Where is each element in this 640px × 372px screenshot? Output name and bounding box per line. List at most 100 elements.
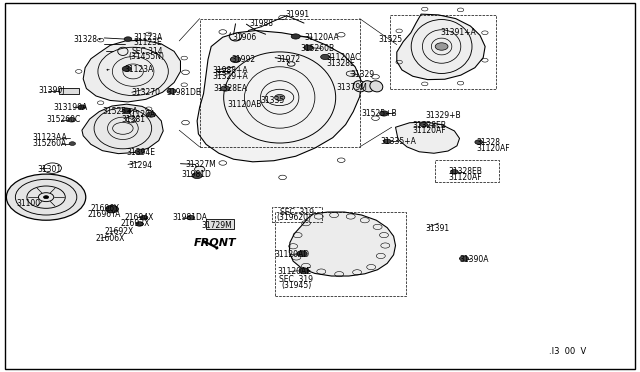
- Text: 31329+B: 31329+B: [426, 111, 461, 120]
- Ellipse shape: [362, 81, 374, 92]
- Text: 21696YA: 21696YA: [87, 210, 120, 219]
- Text: 31390A: 31390A: [460, 255, 489, 264]
- Circle shape: [122, 66, 131, 71]
- Text: 31328E: 31328E: [326, 59, 355, 68]
- Text: 31981DA: 31981DA: [173, 213, 208, 222]
- Text: (31945): (31945): [282, 281, 312, 290]
- Text: 31120AF: 31120AF: [413, 126, 447, 135]
- Text: SEC. 319: SEC. 319: [279, 275, 313, 284]
- Circle shape: [304, 45, 313, 50]
- Ellipse shape: [353, 81, 366, 92]
- Circle shape: [475, 140, 483, 144]
- Circle shape: [140, 215, 148, 220]
- Text: 31525+B: 31525+B: [362, 109, 397, 118]
- Bar: [435, 160, 499, 182]
- Text: SEC. 319: SEC. 319: [280, 208, 314, 217]
- Circle shape: [6, 174, 86, 220]
- Text: 31394E: 31394E: [126, 148, 155, 157]
- Text: 21696Y: 21696Y: [91, 204, 120, 213]
- Circle shape: [69, 142, 76, 145]
- Text: 31981D: 31981D: [181, 170, 211, 179]
- Text: 31906: 31906: [232, 33, 257, 42]
- Bar: [59, 88, 79, 94]
- Text: SEC.314: SEC.314: [131, 47, 163, 56]
- Text: 31328: 31328: [477, 138, 501, 147]
- Text: 21694X: 21694X: [125, 213, 154, 222]
- Text: 31123AA: 31123AA: [32, 133, 67, 142]
- Circle shape: [383, 139, 391, 144]
- Ellipse shape: [370, 81, 383, 92]
- Polygon shape: [289, 212, 396, 276]
- Text: 31991: 31991: [285, 10, 310, 19]
- Circle shape: [167, 89, 176, 94]
- Text: 315260B: 315260B: [301, 44, 335, 53]
- Circle shape: [221, 86, 230, 91]
- Text: 31329: 31329: [351, 70, 375, 79]
- Text: 31329+A: 31329+A: [212, 72, 248, 81]
- Circle shape: [44, 196, 49, 199]
- Text: 31972: 31972: [276, 55, 301, 64]
- Text: (31455N): (31455N): [128, 52, 164, 61]
- Circle shape: [192, 173, 202, 179]
- Text: 31120AB: 31120AB: [227, 100, 262, 109]
- Text: 31327M: 31327M: [186, 160, 216, 169]
- Circle shape: [230, 57, 241, 62]
- Circle shape: [136, 222, 143, 226]
- Circle shape: [451, 170, 458, 174]
- Circle shape: [187, 215, 195, 220]
- Circle shape: [435, 43, 448, 50]
- Text: 31120AA: 31120AA: [305, 33, 339, 42]
- Bar: [275, 212, 406, 296]
- Text: .I3  00  V: .I3 00 V: [549, 347, 586, 356]
- Text: 31328: 31328: [74, 35, 98, 44]
- Text: 21606X: 21606X: [96, 234, 125, 243]
- Text: 31301: 31301: [37, 165, 61, 174]
- Text: 31335: 31335: [260, 96, 285, 105]
- Text: 31988+A: 31988+A: [212, 66, 248, 75]
- Text: 31120AF: 31120AF: [448, 173, 482, 182]
- Text: 31123A: 31123A: [125, 65, 154, 74]
- Text: 31390J: 31390J: [38, 86, 65, 95]
- Circle shape: [147, 112, 156, 117]
- Circle shape: [321, 54, 330, 60]
- Text: 31335+A: 31335+A: [380, 137, 416, 146]
- Circle shape: [275, 94, 285, 100]
- Text: 21693X: 21693X: [120, 219, 150, 228]
- Polygon shape: [197, 31, 362, 162]
- Text: 31120A: 31120A: [126, 110, 156, 119]
- Text: 315260C: 315260C: [46, 115, 81, 124]
- Text: 21692X: 21692X: [104, 227, 134, 236]
- Text: 31391: 31391: [426, 224, 450, 233]
- Circle shape: [291, 34, 300, 39]
- Circle shape: [380, 111, 388, 116]
- Text: 31120AE: 31120AE: [277, 267, 311, 276]
- Polygon shape: [82, 104, 163, 154]
- Polygon shape: [397, 14, 485, 80]
- Text: 31294: 31294: [128, 161, 152, 170]
- Text: 31525: 31525: [379, 35, 403, 44]
- Polygon shape: [83, 40, 180, 102]
- Text: 31100: 31100: [17, 199, 41, 208]
- Text: 31981DB: 31981DB: [166, 88, 202, 97]
- Text: 31328EA: 31328EA: [213, 84, 247, 93]
- Text: 31391+A: 31391+A: [440, 28, 476, 37]
- Circle shape: [460, 256, 468, 261]
- Circle shape: [78, 105, 86, 109]
- Circle shape: [420, 122, 428, 127]
- Circle shape: [106, 205, 118, 213]
- Text: 313190A: 313190A: [54, 103, 88, 112]
- Text: 31988: 31988: [250, 19, 274, 28]
- Circle shape: [68, 118, 76, 122]
- Circle shape: [124, 37, 132, 41]
- Text: FRONT: FRONT: [193, 238, 236, 247]
- Text: (319620): (319620): [276, 213, 312, 222]
- Text: 31328EB: 31328EB: [413, 121, 447, 130]
- Text: 31729M: 31729M: [202, 221, 232, 230]
- Circle shape: [297, 251, 307, 257]
- Text: 31328EB: 31328EB: [448, 167, 482, 176]
- Text: 31120AC: 31120AC: [326, 53, 361, 62]
- Circle shape: [299, 268, 309, 274]
- Text: 315260A: 315260A: [32, 139, 67, 148]
- Text: 31992: 31992: [231, 55, 255, 64]
- Bar: [272, 207, 322, 222]
